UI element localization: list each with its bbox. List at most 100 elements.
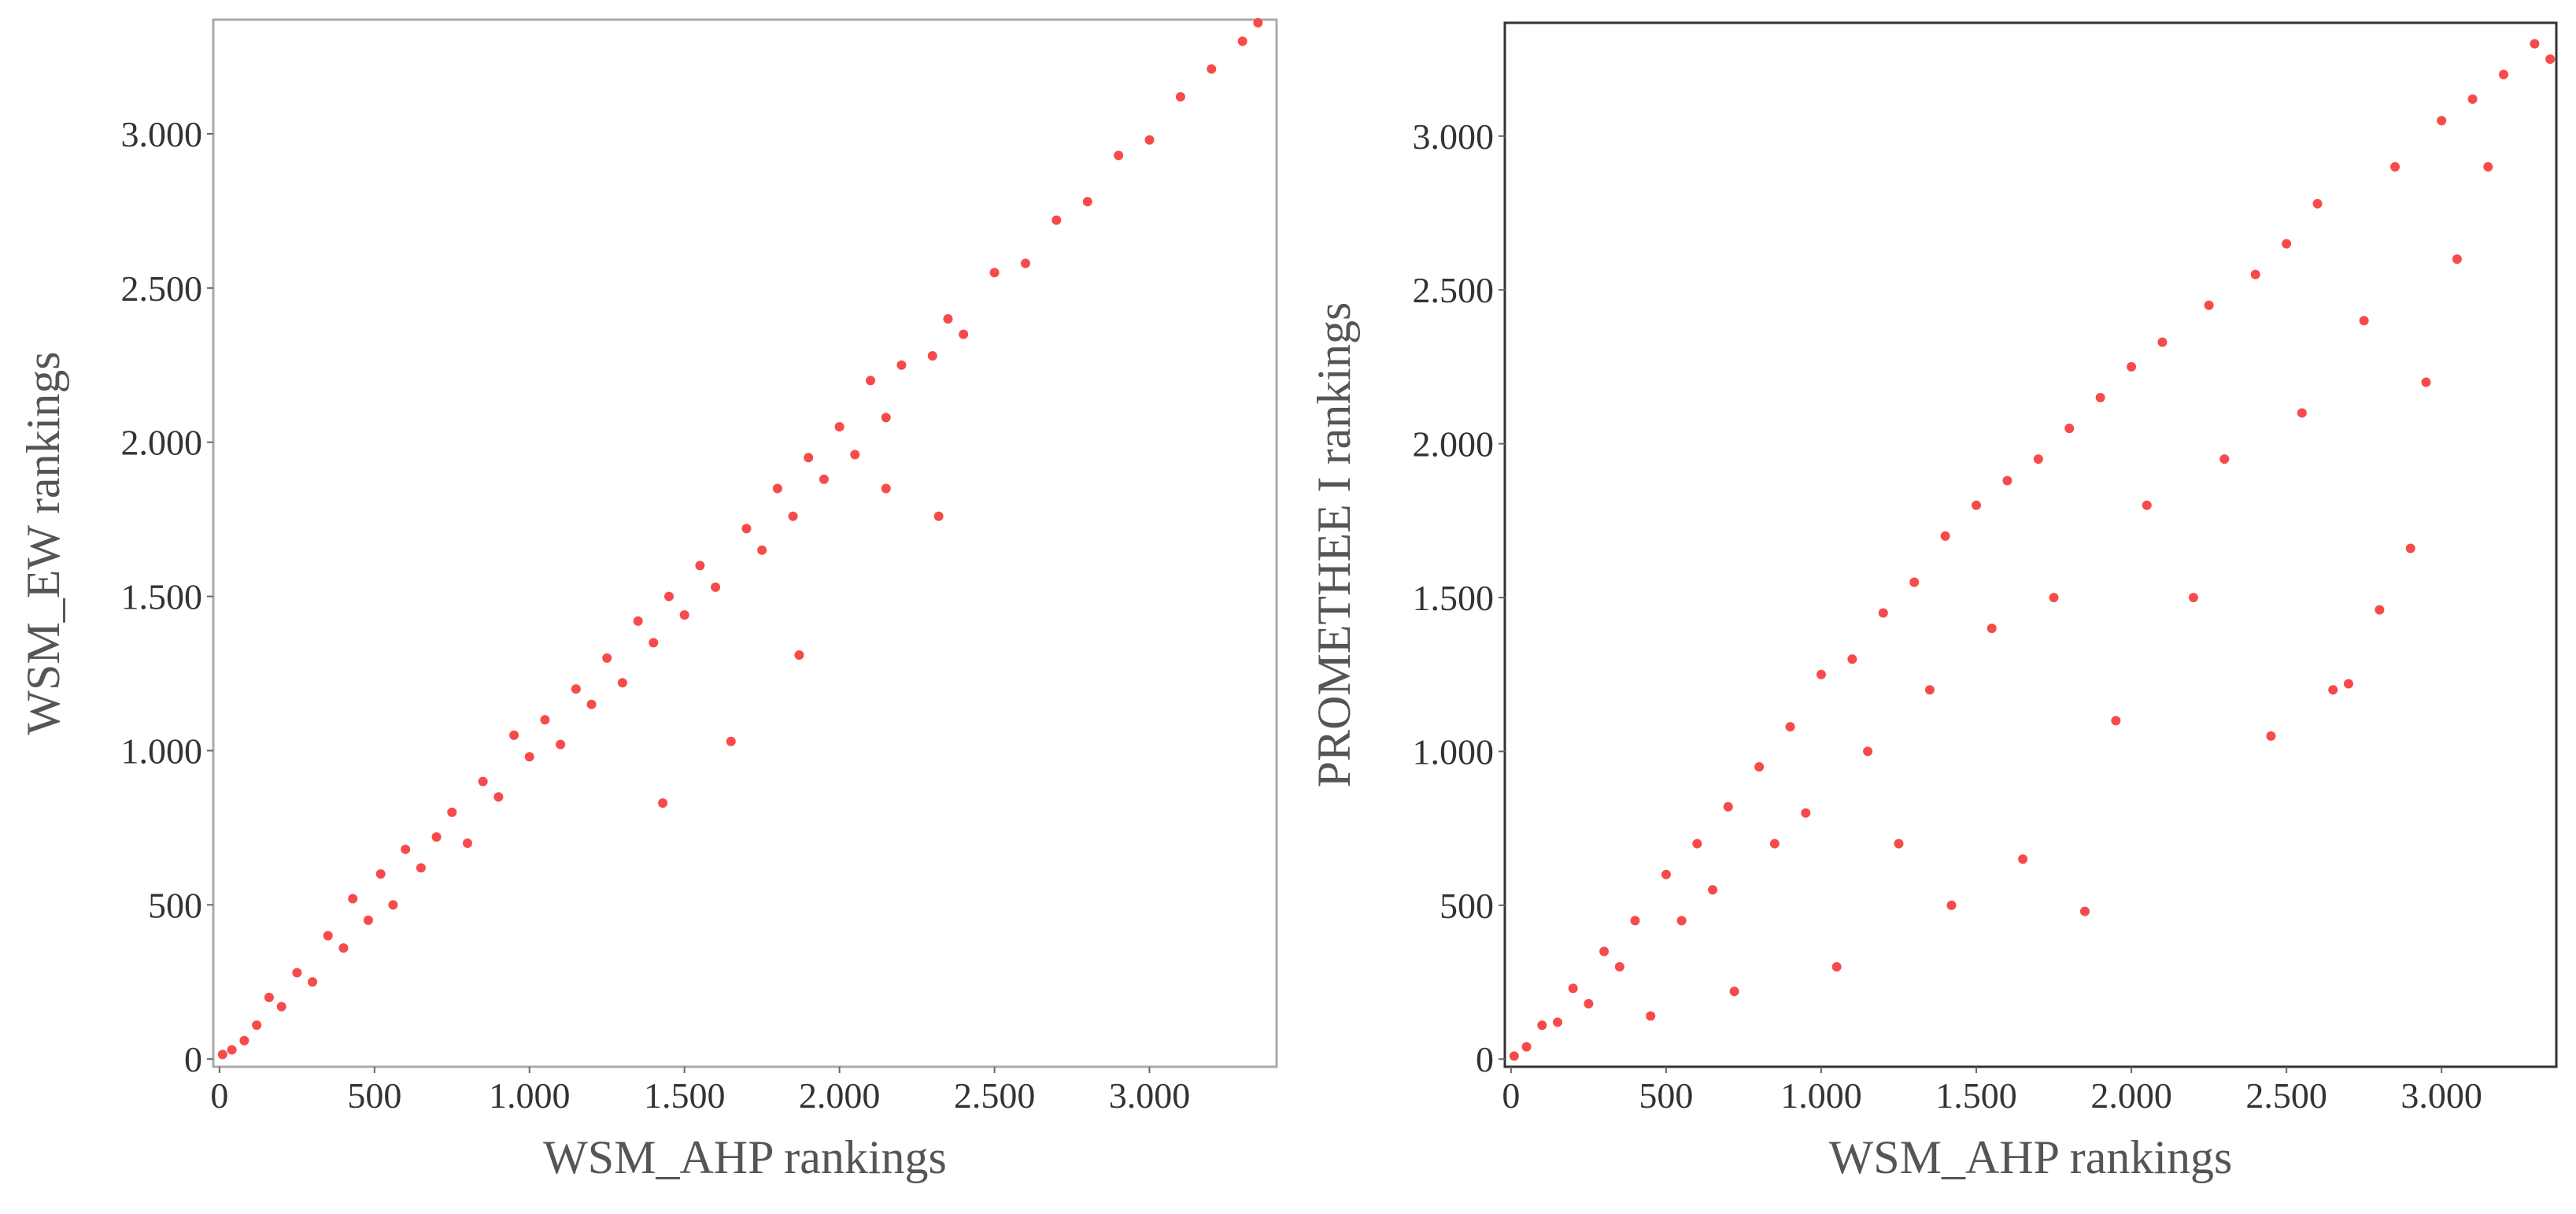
point <box>1723 801 1733 812</box>
point <box>2437 116 2447 126</box>
point <box>1708 885 1718 895</box>
point <box>388 900 398 910</box>
x-tick-label: 500 <box>1639 1075 1693 1116</box>
plot-frame <box>1503 21 2558 1068</box>
point <box>1972 500 1982 510</box>
point <box>1946 900 1957 910</box>
x-axis-title: WSM_AHP rankings <box>1829 1131 2233 1183</box>
x-tick-label: 2.000 <box>799 1075 881 1116</box>
x-tick-label: 2.000 <box>2090 1075 2172 1116</box>
point <box>1847 654 1857 664</box>
y-axis-title: PROMETHEE I rankings <box>1308 302 1360 788</box>
point <box>1552 1017 1562 1027</box>
point <box>2312 198 2323 209</box>
point <box>252 1020 262 1031</box>
x-tick-label: 1.000 <box>489 1075 571 1116</box>
point <box>943 314 953 324</box>
point <box>1940 531 1950 541</box>
point <box>2079 906 2090 916</box>
y-tick-label: 0 <box>184 1039 202 1079</box>
point <box>834 422 844 432</box>
point <box>2343 679 2353 689</box>
point <box>2142 500 2152 510</box>
point <box>617 678 627 688</box>
x-tick-label: 1.500 <box>644 1075 726 1116</box>
y-tick-label: 2.500 <box>1413 270 1495 310</box>
point <box>1509 1051 1519 1061</box>
point <box>1584 998 1594 1009</box>
point <box>1754 761 1765 772</box>
point <box>2499 69 2509 80</box>
point <box>1175 91 1185 102</box>
point <box>524 752 534 762</box>
point <box>1646 1011 1656 1021</box>
y-tick-label: 500 <box>148 885 202 925</box>
x-tick-label: 500 <box>347 1075 401 1116</box>
point <box>308 977 318 987</box>
point <box>794 650 804 661</box>
point <box>2002 476 2012 486</box>
point <box>959 329 969 339</box>
point <box>2452 254 2462 265</box>
point <box>850 450 860 460</box>
point <box>1661 869 1671 879</box>
point <box>1909 577 1920 587</box>
point <box>2375 605 2385 615</box>
point <box>416 863 426 873</box>
y-axis-title: WSM_EW rankings <box>17 351 69 735</box>
point <box>1521 1042 1532 1052</box>
point <box>896 360 907 370</box>
point <box>741 524 752 534</box>
point <box>401 844 411 854</box>
point <box>2064 424 2075 434</box>
point <box>1207 64 1217 74</box>
point <box>1785 722 1795 732</box>
point <box>1987 624 1997 634</box>
point <box>664 591 674 601</box>
x-tick-label: 0 <box>1502 1075 1520 1116</box>
point <box>1253 17 1263 28</box>
point <box>1769 838 1780 849</box>
point <box>1614 961 1624 972</box>
x-tick-label: 3.000 <box>1109 1075 1191 1116</box>
point <box>757 545 767 555</box>
plot: 0 500 1.000 1.500 2.000 2.500 3.000 0 500 1.000 1.… <box>1308 21 2558 1183</box>
y-tick-label: 0 <box>1476 1039 1494 1079</box>
y-tick-label: 2.000 <box>121 423 203 463</box>
point <box>2359 316 2369 326</box>
point <box>658 798 668 809</box>
point <box>1863 746 1873 757</box>
x-tick-label: 1.500 <box>1935 1075 2017 1116</box>
point <box>804 453 814 463</box>
point <box>2188 593 2198 603</box>
point <box>602 653 612 663</box>
point <box>2204 300 2214 310</box>
point <box>1801 808 1811 818</box>
point <box>1237 36 1247 46</box>
point <box>1692 838 1702 849</box>
x-tick-label: 2.500 <box>2245 1075 2327 1116</box>
point <box>227 1045 237 1055</box>
plot-frame <box>212 18 1278 1068</box>
point <box>2467 94 2478 104</box>
point <box>2545 54 2556 65</box>
x-tick-label: 2.500 <box>954 1075 1036 1116</box>
point <box>1599 946 1610 957</box>
point <box>1831 961 1842 972</box>
point <box>1676 916 1687 926</box>
point <box>2390 161 2400 172</box>
point <box>363 915 373 925</box>
point <box>788 511 798 521</box>
point <box>1924 685 1935 695</box>
point <box>2127 361 2137 372</box>
point <box>478 776 488 787</box>
point <box>462 838 472 848</box>
point <box>881 413 891 423</box>
point <box>2530 39 2540 49</box>
point <box>2095 393 2105 402</box>
point <box>348 894 358 904</box>
point <box>881 483 891 494</box>
point <box>2483 161 2493 172</box>
point <box>2018 854 2028 864</box>
